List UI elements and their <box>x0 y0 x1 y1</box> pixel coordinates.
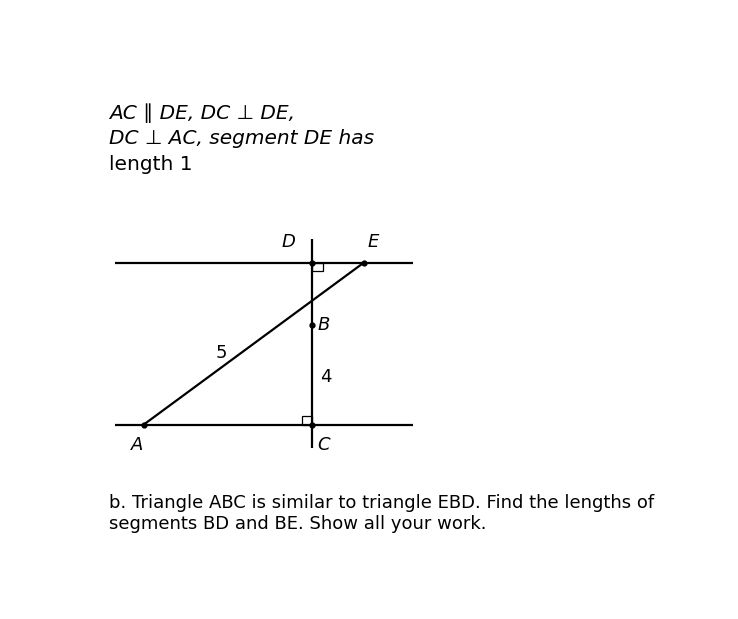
Text: 5: 5 <box>215 344 227 362</box>
Text: C: C <box>317 436 330 454</box>
Text: 4: 4 <box>320 368 331 386</box>
Text: length 1: length 1 <box>109 155 193 175</box>
Text: AC ∥ DE, DC ⊥ DE,: AC ∥ DE, DC ⊥ DE, <box>109 103 295 123</box>
Text: D: D <box>281 233 295 251</box>
Text: DC ⊥ AC, segment DE has: DC ⊥ AC, segment DE has <box>109 129 374 148</box>
Text: A: A <box>131 436 143 454</box>
Text: B: B <box>317 316 329 334</box>
Text: E: E <box>368 233 379 251</box>
Text: b. Triangle ABC is similar to triangle EBD. Find the lengths of
segments BD and : b. Triangle ABC is similar to triangle E… <box>109 494 655 532</box>
